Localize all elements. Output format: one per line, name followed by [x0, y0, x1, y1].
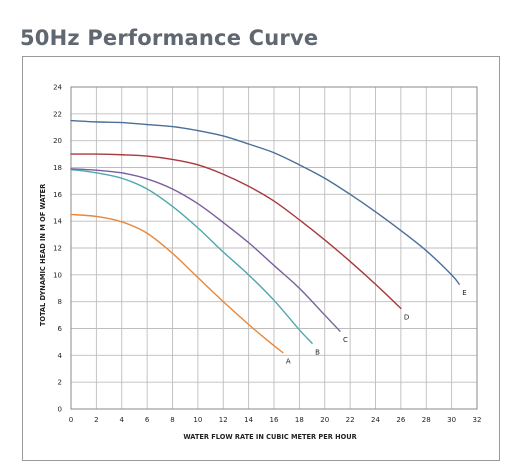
y-tick-label: 4	[58, 352, 63, 360]
x-tick-label: 8	[170, 416, 174, 424]
y-tick-label: 22	[53, 110, 62, 118]
y-tick-label: 8	[58, 298, 62, 306]
x-tick-label: 30	[447, 416, 456, 424]
x-tick-label: 20	[320, 416, 329, 424]
y-tick-label: 12	[53, 245, 62, 253]
x-tick-label: 24	[371, 416, 380, 424]
y-tick-label: 10	[53, 271, 62, 279]
chart-frame	[22, 56, 500, 461]
series-label-c: C	[343, 336, 348, 344]
x-tick-label: 28	[422, 416, 431, 424]
x-tick-label: 10	[193, 416, 202, 424]
x-tick-label: 0	[69, 416, 73, 424]
x-tick-label: 18	[295, 416, 304, 424]
page-title: 50Hz Performance Curve	[20, 26, 319, 50]
y-tick-label: 2	[58, 379, 62, 387]
series-label-d: D	[404, 313, 409, 321]
y-axis-label: TOTAL DYNAMIC HEAD IN M OF WATER	[39, 184, 47, 326]
x-tick-label: 22	[346, 416, 355, 424]
plot-border	[70, 86, 478, 410]
series-line-e	[70, 119, 460, 285]
y-tick-label: 14	[53, 218, 62, 226]
x-tick-label: 26	[396, 416, 405, 424]
series-label-a: A	[286, 358, 291, 366]
x-tick-label: 2	[94, 416, 98, 424]
x-axis-label: WATER FLOW RATE IN CUBIC METER PER HOUR	[183, 433, 356, 441]
x-tick-label: 16	[270, 416, 279, 424]
series-line-c	[70, 168, 341, 332]
y-tick-label: 20	[53, 137, 62, 145]
series-labels: A B C D E	[286, 289, 467, 365]
y-tick-label: 24	[53, 84, 62, 92]
grid-lines	[70, 86, 478, 410]
x-tick-label: 6	[145, 416, 150, 424]
series-curves	[70, 119, 460, 354]
x-tick-label: 4	[120, 416, 125, 424]
x-tick-label: 12	[219, 416, 228, 424]
series-line-d	[70, 153, 402, 310]
x-tick-label: 14	[244, 416, 253, 424]
y-tick-label: 18	[53, 164, 62, 172]
series-line-b	[70, 168, 313, 344]
series-line-a	[70, 213, 284, 354]
x-tick-label: 32	[473, 416, 482, 424]
y-tick-label: 16	[53, 191, 62, 199]
tick-labels: 0 2 4 6 8 10 12 14 16 18 20 22 24 26 28 30 3202468101214…	[53, 84, 481, 425]
y-tick-label: 6	[58, 325, 63, 333]
series-label-b: B	[315, 348, 320, 356]
series-label-e: E	[462, 289, 466, 297]
y-tick-label: 0	[58, 406, 62, 414]
